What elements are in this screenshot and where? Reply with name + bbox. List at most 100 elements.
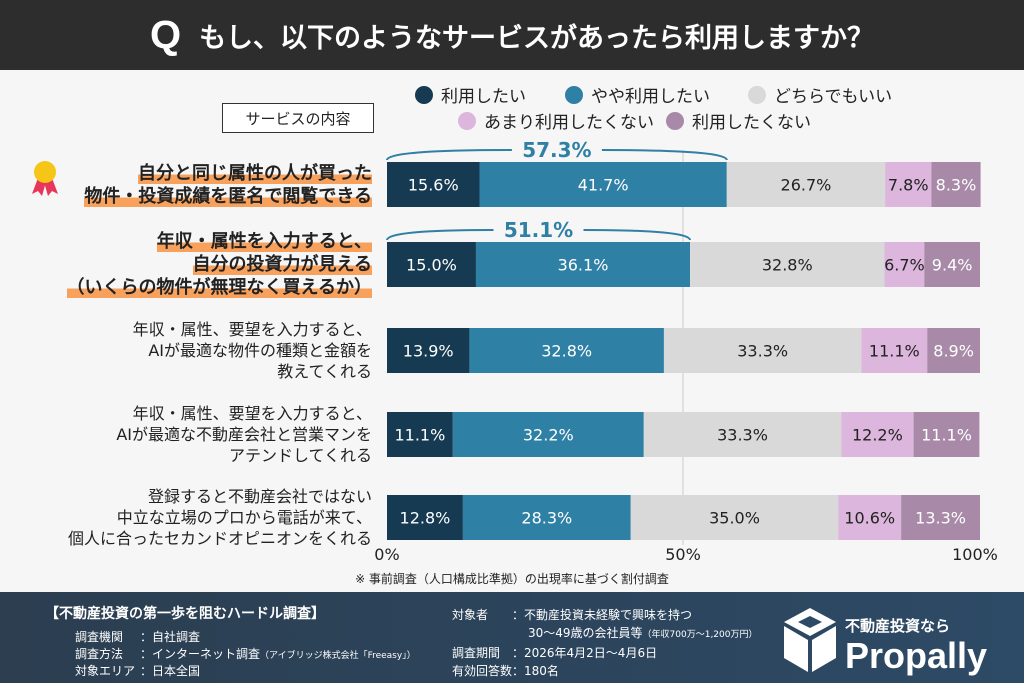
bar-segment — [663, 328, 862, 373]
footer-value: ：日本全国 — [140, 664, 201, 678]
legend-item: 利用したい — [415, 82, 526, 107]
category-label: 自分と同じ属性の人が買った 物件・投資成績を匿名で閲覧できる — [84, 162, 372, 207]
bar-segment — [913, 412, 980, 457]
propally-logo-icon — [784, 608, 836, 672]
category-label: 登録すると不動産会社ではない 中立な立場のプロから電話が来て、 個人に合ったセカンド… — [67, 487, 372, 548]
legend-label: どちらでもいい — [774, 87, 893, 107]
data-label: 11.1% — [394, 426, 445, 445]
data-label: 32.8% — [541, 342, 592, 361]
bracket — [386, 149, 728, 161]
data-label: 13.9% — [403, 342, 454, 361]
footer-value: ：不動産投資未経験で興味を持つ — [512, 608, 693, 622]
footer-key: 対象者 — [452, 608, 489, 622]
bar-segment — [643, 412, 842, 457]
category-header: サービスの内容 — [222, 103, 374, 133]
data-label: 10.6% — [844, 509, 895, 528]
legend-label: やや利用したい — [591, 87, 710, 107]
data-label: 33.3% — [717, 426, 768, 445]
data-label: 32.2% — [523, 426, 574, 445]
bar-segment — [475, 242, 691, 287]
bar-segment — [927, 328, 980, 373]
bar-segment — [387, 242, 476, 287]
bar-segment — [387, 328, 470, 373]
x-tick: 100% — [952, 545, 998, 564]
bar-segment — [462, 495, 631, 540]
data-label: 15.0% — [406, 256, 457, 275]
category-label: 年収・属性、要望を入力すると、 AIが最適な物件の種類と金額を 教えてくれる — [132, 320, 372, 381]
footer-key: 対象エリア — [75, 664, 136, 678]
footer-key: 調査期間 — [452, 646, 501, 660]
sum-annotation: 57.3% — [522, 138, 591, 162]
data-label: 6.7% — [884, 256, 925, 275]
data-label: 15.6% — [408, 176, 459, 195]
footer-value: ：180名 — [512, 664, 559, 678]
brand-tagline: 不動産投資なら — [845, 617, 951, 635]
bar-segment — [387, 495, 463, 540]
legend-swatch — [565, 85, 583, 104]
footer-value: ：自社調査 — [140, 630, 201, 644]
data-label: 9.4% — [932, 256, 973, 275]
data-label: 12.8% — [400, 509, 451, 528]
bar-segment — [726, 162, 886, 207]
bar-segment — [885, 162, 932, 207]
legend-swatch — [748, 85, 766, 104]
q-mark: Q — [149, 12, 182, 57]
footer: 【不動産投資の第一歩を阻むハードル調査】 調査機関 ：自社調査 調査方法 ：イン… — [0, 592, 1024, 683]
legend-label: あまり利用したくない — [484, 113, 654, 133]
legend-swatch — [458, 111, 476, 130]
bar-segment — [479, 162, 727, 207]
bracket — [386, 229, 692, 241]
category-label: 年収・属性を入力すると、 自分の投資力が見える （いくらの物件が無理なく買えるか） — [66, 231, 372, 298]
legend-item: どちらでもいい — [748, 82, 892, 107]
bar-segment — [630, 495, 839, 540]
bar-segment — [884, 242, 925, 287]
bar-segment — [838, 495, 902, 540]
bar-segment — [931, 162, 981, 207]
data-label: 28.3% — [521, 509, 572, 528]
legend-label: 利用したくない — [692, 113, 811, 133]
footer-key: 有効回答数 — [452, 664, 513, 678]
footer-value: ：インターネット調査（アイブリッジ株式会社「Freeasy」） — [140, 647, 416, 661]
bar-segment — [387, 162, 480, 207]
brand: 不動産投資なら Propally — [845, 615, 987, 676]
legend-item: やや利用したい — [565, 82, 710, 107]
data-label: 35.0% — [709, 509, 760, 528]
category-label: 年収・属性、要望を入力すると、 AIが最適な不動産会社と営業マンを アテンドしてくれ… — [116, 404, 372, 465]
data-label: 26.7% — [781, 176, 832, 195]
footer-key: 調査機関 — [75, 630, 124, 644]
brand-name: Propally — [845, 635, 988, 676]
data-label: 7.8% — [888, 176, 929, 195]
data-label: 36.1% — [558, 256, 609, 275]
page-title: もし、以下のようなサービスがあったら利用しますか？ — [199, 22, 875, 54]
bar-segment — [901, 495, 980, 540]
data-label: 32.8% — [762, 256, 813, 275]
data-label: 13.3% — [915, 509, 966, 528]
legend-swatch — [666, 111, 684, 130]
data-label: 8.9% — [933, 342, 974, 361]
data-label: 8.3% — [936, 176, 977, 195]
bar-segment — [861, 328, 928, 373]
chart-note: ※ 事前調査（人口構成比準拠）の出現率に基づく割付調査 — [355, 572, 669, 586]
data-label: 12.2% — [852, 426, 903, 445]
sum-annotation: 51.1% — [504, 218, 573, 242]
bar-segment — [469, 328, 664, 373]
footer-value: ：2026年4月2日～4月6日 — [512, 646, 658, 660]
legend-swatch — [415, 85, 433, 104]
bar-segment — [841, 412, 914, 457]
legend-item: あまり利用したくない — [458, 108, 654, 133]
data-label: 41.7% — [578, 176, 629, 195]
chart: 15.6% 41.7% 26.7% 7.8% 8.3% 57.3% 15.0% 36.1% 32… — [32, 138, 981, 545]
footer-key: 調査方法 — [75, 647, 124, 661]
data-label: 33.3% — [737, 342, 788, 361]
footer-value: 30～49歳の会社員等（年収700万～1,200万円） — [528, 626, 758, 640]
bar-segment — [452, 412, 644, 457]
legend-item: 利用したくない — [666, 108, 811, 133]
data-label: 11.1% — [921, 426, 972, 445]
bar-segment — [690, 242, 885, 287]
award-badge-icon — [32, 161, 58, 196]
data-label: 11.1% — [869, 342, 920, 361]
x-tick: 0% — [374, 545, 400, 564]
bar-segment — [924, 242, 980, 287]
legend-label: 利用したい — [441, 87, 526, 107]
bar-segment — [387, 412, 453, 457]
